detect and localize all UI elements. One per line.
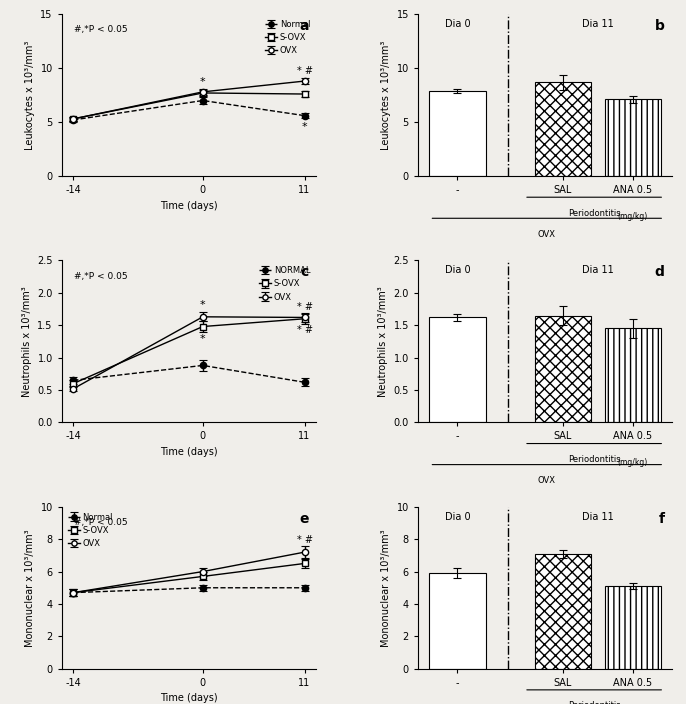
X-axis label: Time (days): Time (days) [160, 693, 217, 703]
Text: e: e [299, 512, 309, 526]
Text: Dia 0: Dia 0 [445, 512, 471, 522]
Text: OVX: OVX [538, 476, 556, 485]
Text: #,*P < 0.05: #,*P < 0.05 [75, 25, 128, 34]
Text: a: a [299, 19, 309, 33]
Text: Periodontitis: Periodontitis [568, 208, 620, 218]
Text: c: c [300, 265, 309, 279]
Text: Dia 11: Dia 11 [582, 512, 613, 522]
X-axis label: Time (days): Time (days) [160, 447, 217, 457]
Bar [534, 315, 591, 422]
Bar [604, 329, 661, 422]
Bar [429, 91, 486, 176]
Text: #,*P < 0.05: #,*P < 0.05 [75, 518, 128, 527]
Legend: Normal, S-OVX, OVX: Normal, S-OVX, OVX [263, 18, 312, 57]
Legend: NORMAL, S-OVX, OVX: NORMAL, S-OVX, OVX [257, 265, 312, 303]
Text: #,*P < 0.05: #,*P < 0.05 [75, 272, 128, 281]
Text: d: d [654, 265, 665, 279]
Text: * #: * # [296, 535, 313, 545]
Text: Periodontitis: Periodontitis [568, 701, 620, 704]
Text: *: * [200, 77, 206, 87]
Y-axis label: Neutrophils x 10³/mm³: Neutrophils x 10³/mm³ [378, 286, 388, 397]
Y-axis label: Leukocytes x 10³/mm³: Leukocytes x 10³/mm³ [381, 40, 391, 150]
Y-axis label: Mononuclear x 10³/mm³: Mononuclear x 10³/mm³ [25, 529, 35, 646]
Text: *: * [200, 334, 206, 344]
Bar [604, 99, 661, 176]
Y-axis label: Mononuclear x 10³/mm³: Mononuclear x 10³/mm³ [381, 529, 391, 646]
Text: Dia 0: Dia 0 [445, 265, 471, 275]
Text: * #: * # [296, 325, 313, 334]
Text: * #: * # [296, 66, 313, 76]
X-axis label: Time (days): Time (days) [160, 201, 217, 210]
Text: Periodontitis: Periodontitis [568, 455, 620, 464]
Text: b: b [654, 19, 665, 33]
Bar [429, 573, 486, 669]
Bar [604, 586, 661, 669]
Text: Dia 11: Dia 11 [582, 19, 613, 29]
Text: (mg/kg): (mg/kg) [617, 212, 648, 221]
Text: (mg/kg): (mg/kg) [617, 458, 648, 467]
Text: * #: * # [296, 301, 313, 312]
Text: *: * [200, 301, 206, 310]
Text: Dia 0: Dia 0 [445, 19, 471, 29]
Bar [429, 318, 486, 422]
Legend: Normal, S-OVX, OVX: Normal, S-OVX, OVX [66, 511, 115, 550]
Text: OVX: OVX [538, 230, 556, 239]
Y-axis label: Neutrophils x 10³/mm³: Neutrophils x 10³/mm³ [22, 286, 32, 397]
Text: *: * [302, 122, 307, 132]
Y-axis label: Leukocytes x 10³/mm³: Leukocytes x 10³/mm³ [25, 40, 35, 150]
Text: Dia 11: Dia 11 [582, 265, 613, 275]
Text: f: f [659, 512, 665, 526]
Bar [534, 554, 591, 669]
Bar [534, 82, 591, 176]
